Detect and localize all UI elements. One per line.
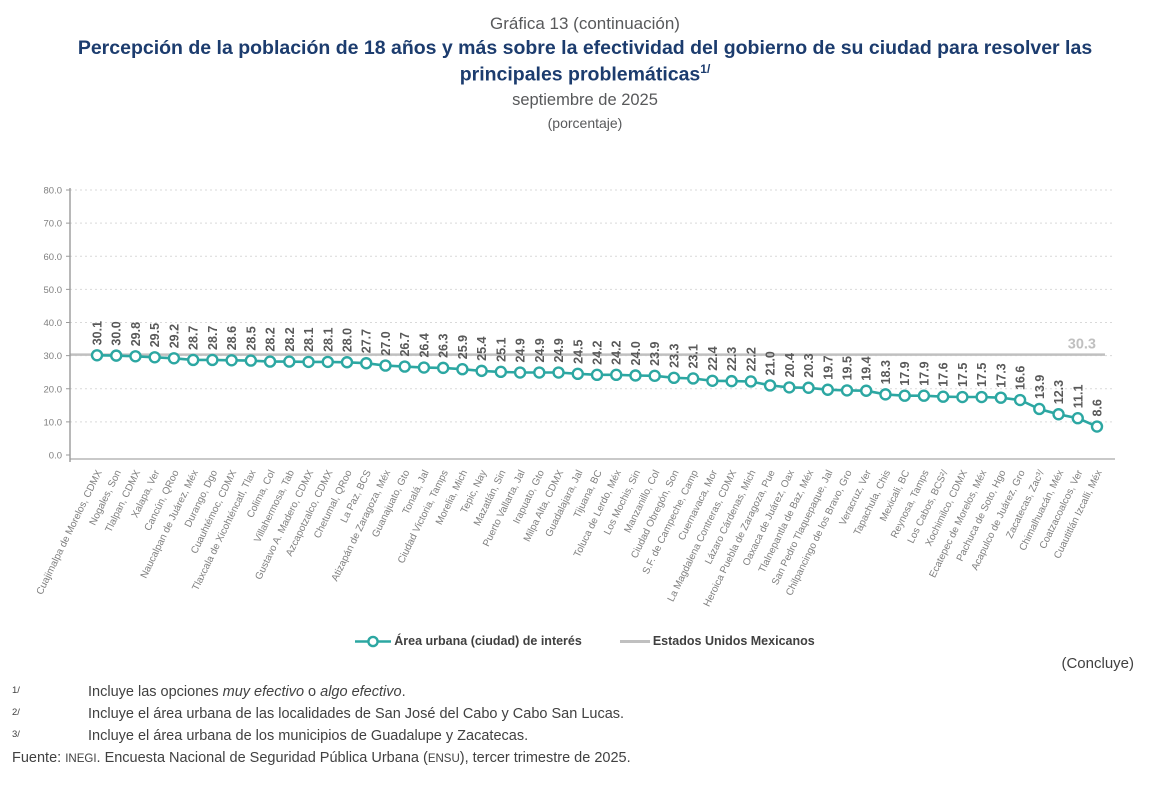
svg-text:22.3: 22.3 bbox=[725, 347, 739, 371]
svg-text:23.9: 23.9 bbox=[648, 341, 662, 365]
svg-text:28.6: 28.6 bbox=[225, 326, 239, 350]
svg-text:22.2: 22.2 bbox=[744, 347, 758, 371]
svg-text:Cuajimalpa de Morelos, CDMX: Cuajimalpa de Morelos, CDMX bbox=[35, 468, 105, 596]
svg-text:12.3: 12.3 bbox=[1052, 380, 1066, 404]
svg-text:17.9: 17.9 bbox=[917, 361, 931, 385]
svg-text:17.5: 17.5 bbox=[975, 363, 989, 387]
chart-legend: Área urbana (ciudad) de interés Estados … bbox=[0, 634, 1170, 648]
chart-title-footnote-ref: 1/ bbox=[700, 61, 711, 76]
svg-text:30.3: 30.3 bbox=[1068, 337, 1096, 353]
svg-text:19.5: 19.5 bbox=[841, 356, 855, 380]
svg-text:17.5: 17.5 bbox=[956, 363, 970, 387]
legend-label-national: Estados Unidos Mexicanos bbox=[652, 634, 815, 648]
svg-text:23.3: 23.3 bbox=[667, 343, 681, 367]
footnote-1-marker: 1/ bbox=[12, 685, 20, 696]
svg-text:40.0: 40.0 bbox=[44, 318, 63, 329]
svg-text:11.1: 11.1 bbox=[1071, 385, 1085, 409]
svg-text:25.4: 25.4 bbox=[475, 336, 489, 360]
footnote-3-text: Incluye el área urbana de los municipios… bbox=[88, 728, 529, 744]
chart-header: Gráfica 13 (continuación) Percepción de … bbox=[0, 14, 1170, 131]
chart-continuation-label: Gráfica 13 (continuación) bbox=[490, 14, 680, 33]
svg-text:20.3: 20.3 bbox=[802, 353, 816, 377]
svg-text:29.5: 29.5 bbox=[148, 323, 162, 347]
svg-text:70.0: 70.0 bbox=[44, 219, 63, 230]
concluye-label: (Concluye) bbox=[1061, 655, 1134, 672]
svg-text:19.4: 19.4 bbox=[860, 356, 874, 380]
svg-text:28.1: 28.1 bbox=[321, 328, 335, 352]
svg-text:28.1: 28.1 bbox=[302, 328, 316, 352]
svg-text:24.5: 24.5 bbox=[571, 339, 585, 363]
footnote-2: 2/ Incluye el área urbana de las localid… bbox=[12, 706, 1152, 722]
svg-text:26.3: 26.3 bbox=[437, 334, 451, 358]
svg-text:28.0: 28.0 bbox=[341, 328, 355, 352]
legend-item-national: Estados Unidos Mexicanos bbox=[619, 634, 815, 648]
svg-text:28.5: 28.5 bbox=[244, 326, 258, 350]
footnote-3: 3/ Incluye el área urbana de los municip… bbox=[12, 728, 1152, 744]
svg-text:0.0: 0.0 bbox=[49, 451, 62, 462]
svg-text:25.9: 25.9 bbox=[456, 335, 470, 359]
svg-text:24.9: 24.9 bbox=[514, 338, 528, 362]
svg-text:20.0: 20.0 bbox=[44, 384, 63, 395]
svg-text:19.7: 19.7 bbox=[821, 355, 835, 379]
svg-text:27.7: 27.7 bbox=[360, 329, 374, 353]
footnote-1: 1/ Incluye las opciones muy efectivo o a… bbox=[12, 684, 1152, 700]
svg-text:18.3: 18.3 bbox=[879, 360, 893, 384]
svg-text:26.7: 26.7 bbox=[398, 332, 412, 356]
svg-text:24.0: 24.0 bbox=[629, 341, 643, 365]
svg-text:16.6: 16.6 bbox=[1014, 366, 1028, 390]
svg-text:80.0: 80.0 bbox=[44, 186, 63, 197]
svg-text:23.1: 23.1 bbox=[687, 344, 701, 368]
svg-text:17.3: 17.3 bbox=[994, 363, 1008, 387]
footnote-3-marker: 3/ bbox=[12, 729, 20, 740]
svg-text:13.9: 13.9 bbox=[1033, 375, 1047, 399]
svg-text:30.1: 30.1 bbox=[91, 321, 105, 345]
svg-text:30.0: 30.0 bbox=[110, 321, 124, 345]
gray-line-icon bbox=[619, 639, 650, 643]
chart-unit: (porcentaje) bbox=[547, 115, 623, 132]
svg-text:24.9: 24.9 bbox=[533, 338, 547, 362]
footnotes: 1/ Incluye las opciones muy efectivo o a… bbox=[12, 684, 1152, 766]
svg-text:22.4: 22.4 bbox=[706, 346, 720, 370]
svg-text:28.7: 28.7 bbox=[206, 326, 220, 350]
chart-period: septiembre de 2025 bbox=[512, 91, 658, 110]
svg-text:17.6: 17.6 bbox=[937, 362, 951, 386]
chart-title: Percepción de la población de 18 años y … bbox=[75, 36, 1095, 88]
footnote-2-text: Incluye el área urbana de las localidade… bbox=[88, 706, 625, 722]
svg-text:10.0: 10.0 bbox=[44, 417, 63, 428]
svg-text:24.9: 24.9 bbox=[552, 338, 566, 362]
svg-text:17.9: 17.9 bbox=[898, 361, 912, 385]
svg-text:21.0: 21.0 bbox=[764, 351, 778, 375]
svg-text:26.4: 26.4 bbox=[417, 333, 431, 357]
svg-text:28.2: 28.2 bbox=[264, 327, 278, 351]
svg-text:28.2: 28.2 bbox=[283, 327, 297, 351]
svg-text:24.2: 24.2 bbox=[591, 340, 605, 364]
legend-label-urban-area: Área urbana (ciudad) de interés bbox=[394, 634, 582, 648]
svg-text:60.0: 60.0 bbox=[44, 252, 63, 263]
svg-text:29.8: 29.8 bbox=[129, 322, 143, 346]
svg-text:24.2: 24.2 bbox=[610, 340, 624, 364]
svg-text:20.4: 20.4 bbox=[783, 353, 797, 377]
chart-title-text: Percepción de la población de 18 años y … bbox=[77, 37, 1093, 86]
footnote-1-text: Incluye las opciones muy efectivo o algo… bbox=[88, 684, 406, 700]
footnote-2-marker: 2/ bbox=[12, 707, 20, 718]
svg-text:8.6: 8.6 bbox=[1091, 399, 1105, 416]
open-circle-line-icon bbox=[355, 635, 392, 647]
svg-text:29.2: 29.2 bbox=[167, 324, 181, 348]
svg-text:25.1: 25.1 bbox=[494, 337, 508, 361]
svg-text:28.7: 28.7 bbox=[187, 326, 201, 350]
line-chart: 0.0 10.0 20.0 30.0 40.0 50.0 60.0 70.0 80.0 30.1 C… bbox=[35, 186, 1115, 609]
svg-text:27.0: 27.0 bbox=[379, 331, 393, 355]
svg-text:30.0: 30.0 bbox=[44, 351, 63, 362]
source-line: Fuente: INEGI. Encuesta Nacional de Segu… bbox=[12, 750, 631, 766]
legend-item-urban-area: Área urbana (ciudad) de interés bbox=[355, 634, 582, 648]
svg-text:50.0: 50.0 bbox=[44, 285, 63, 296]
